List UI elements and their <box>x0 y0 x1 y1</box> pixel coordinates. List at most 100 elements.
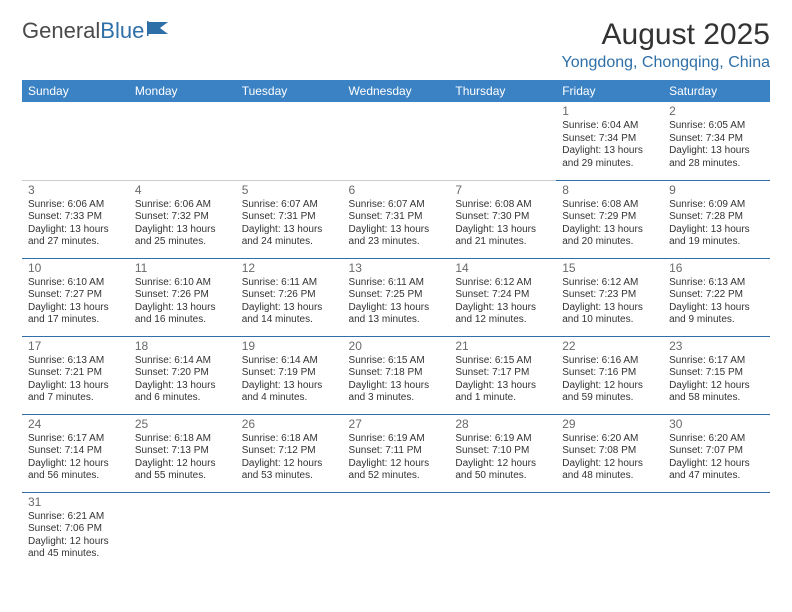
calendar-cell: 3Sunrise: 6:06 AMSunset: 7:33 PMDaylight… <box>22 180 129 258</box>
day-number: 31 <box>28 495 123 510</box>
daylight-text: Daylight: 13 hours and 7 minutes. <box>28 380 123 405</box>
day-number: 13 <box>349 261 444 276</box>
day-info: Sunrise: 6:11 AMSunset: 7:26 PMDaylight:… <box>242 277 337 327</box>
sunset-text: Sunset: 7:22 PM <box>669 289 764 302</box>
daylight-text: Daylight: 13 hours and 21 minutes. <box>455 224 550 249</box>
sunset-text: Sunset: 7:31 PM <box>242 211 337 224</box>
calendar-cell: 28Sunrise: 6:19 AMSunset: 7:10 PMDayligh… <box>449 414 556 492</box>
sunset-text: Sunset: 7:15 PM <box>669 367 764 380</box>
day-number: 24 <box>28 417 123 432</box>
day-number: 25 <box>135 417 230 432</box>
sunrise-text: Sunrise: 6:20 AM <box>562 433 657 446</box>
calendar-cell: 29Sunrise: 6:20 AMSunset: 7:08 PMDayligh… <box>556 414 663 492</box>
day-info: Sunrise: 6:10 AMSunset: 7:26 PMDaylight:… <box>135 277 230 327</box>
day-number: 27 <box>349 417 444 432</box>
calendar-cell: 13Sunrise: 6:11 AMSunset: 7:25 PMDayligh… <box>343 258 450 336</box>
day-number: 1 <box>562 104 657 119</box>
col-monday: Monday <box>129 80 236 102</box>
calendar-cell: 30Sunrise: 6:20 AMSunset: 7:07 PMDayligh… <box>663 414 770 492</box>
daylight-text: Daylight: 13 hours and 29 minutes. <box>562 145 657 170</box>
daylight-text: Daylight: 12 hours and 59 minutes. <box>562 380 657 405</box>
day-info: Sunrise: 6:09 AMSunset: 7:28 PMDaylight:… <box>669 199 764 249</box>
sunset-text: Sunset: 7:20 PM <box>135 367 230 380</box>
sunset-text: Sunset: 7:12 PM <box>242 445 337 458</box>
day-number: 2 <box>669 104 764 119</box>
sunrise-text: Sunrise: 6:18 AM <box>242 433 337 446</box>
col-tuesday: Tuesday <box>236 80 343 102</box>
daylight-text: Daylight: 13 hours and 24 minutes. <box>242 224 337 249</box>
daylight-text: Daylight: 13 hours and 9 minutes. <box>669 302 764 327</box>
logo-text-1: General <box>22 18 100 44</box>
day-info: Sunrise: 6:05 AMSunset: 7:34 PMDaylight:… <box>669 120 764 170</box>
day-info: Sunrise: 6:17 AMSunset: 7:14 PMDaylight:… <box>28 433 123 483</box>
sunset-text: Sunset: 7:24 PM <box>455 289 550 302</box>
calendar-cell: 7Sunrise: 6:08 AMSunset: 7:30 PMDaylight… <box>449 180 556 258</box>
calendar-cell: 20Sunrise: 6:15 AMSunset: 7:18 PMDayligh… <box>343 336 450 414</box>
calendar-cell: 8Sunrise: 6:08 AMSunset: 7:29 PMDaylight… <box>556 180 663 258</box>
calendar-cell: 14Sunrise: 6:12 AMSunset: 7:24 PMDayligh… <box>449 258 556 336</box>
day-info: Sunrise: 6:10 AMSunset: 7:27 PMDaylight:… <box>28 277 123 327</box>
sunset-text: Sunset: 7:26 PM <box>135 289 230 302</box>
day-number: 17 <box>28 339 123 354</box>
calendar-cell <box>343 492 450 570</box>
day-info: Sunrise: 6:19 AMSunset: 7:10 PMDaylight:… <box>455 433 550 483</box>
day-number: 23 <box>669 339 764 354</box>
sunrise-text: Sunrise: 6:06 AM <box>28 199 123 212</box>
sunset-text: Sunset: 7:17 PM <box>455 367 550 380</box>
daylight-text: Daylight: 13 hours and 12 minutes. <box>455 302 550 327</box>
calendar-cell: 9Sunrise: 6:09 AMSunset: 7:28 PMDaylight… <box>663 180 770 258</box>
daylight-text: Daylight: 13 hours and 6 minutes. <box>135 380 230 405</box>
sunset-text: Sunset: 7:14 PM <box>28 445 123 458</box>
day-info: Sunrise: 6:15 AMSunset: 7:17 PMDaylight:… <box>455 355 550 405</box>
day-info: Sunrise: 6:18 AMSunset: 7:13 PMDaylight:… <box>135 433 230 483</box>
sunset-text: Sunset: 7:11 PM <box>349 445 444 458</box>
day-info: Sunrise: 6:12 AMSunset: 7:23 PMDaylight:… <box>562 277 657 327</box>
sunset-text: Sunset: 7:16 PM <box>562 367 657 380</box>
calendar-cell <box>22 102 129 180</box>
sunrise-text: Sunrise: 6:10 AM <box>28 277 123 290</box>
sunset-text: Sunset: 7:32 PM <box>135 211 230 224</box>
sunset-text: Sunset: 7:26 PM <box>242 289 337 302</box>
col-sunday: Sunday <box>22 80 129 102</box>
calendar-row: 17Sunrise: 6:13 AMSunset: 7:21 PMDayligh… <box>22 336 770 414</box>
day-number: 3 <box>28 183 123 198</box>
sunrise-text: Sunrise: 6:15 AM <box>349 355 444 368</box>
sunrise-text: Sunrise: 6:07 AM <box>242 199 337 212</box>
sunrise-text: Sunrise: 6:13 AM <box>28 355 123 368</box>
day-number: 19 <box>242 339 337 354</box>
day-info: Sunrise: 6:11 AMSunset: 7:25 PMDaylight:… <box>349 277 444 327</box>
sunrise-text: Sunrise: 6:09 AM <box>669 199 764 212</box>
calendar-cell <box>129 492 236 570</box>
daylight-text: Daylight: 13 hours and 16 minutes. <box>135 302 230 327</box>
calendar-cell <box>449 102 556 180</box>
sunset-text: Sunset: 7:34 PM <box>669 133 764 146</box>
calendar-row: 10Sunrise: 6:10 AMSunset: 7:27 PMDayligh… <box>22 258 770 336</box>
logo-flag-icon <box>144 18 172 44</box>
page: GeneralBlue August 2025 Yongdong, Chongq… <box>0 0 792 612</box>
daylight-text: Daylight: 13 hours and 4 minutes. <box>242 380 337 405</box>
col-friday: Friday <box>556 80 663 102</box>
day-number: 20 <box>349 339 444 354</box>
day-info: Sunrise: 6:14 AMSunset: 7:19 PMDaylight:… <box>242 355 337 405</box>
day-number: 7 <box>455 183 550 198</box>
sunrise-text: Sunrise: 6:16 AM <box>562 355 657 368</box>
daylight-text: Daylight: 13 hours and 20 minutes. <box>562 224 657 249</box>
calendar-cell: 23Sunrise: 6:17 AMSunset: 7:15 PMDayligh… <box>663 336 770 414</box>
sunrise-text: Sunrise: 6:07 AM <box>349 199 444 212</box>
sunrise-text: Sunrise: 6:19 AM <box>455 433 550 446</box>
sunrise-text: Sunrise: 6:21 AM <box>28 511 123 524</box>
day-number: 10 <box>28 261 123 276</box>
sunrise-text: Sunrise: 6:10 AM <box>135 277 230 290</box>
sunset-text: Sunset: 7:28 PM <box>669 211 764 224</box>
sunset-text: Sunset: 7:18 PM <box>349 367 444 380</box>
page-subtitle: Yongdong, Chongqing, China <box>562 54 770 72</box>
calendar-row: 3Sunrise: 6:06 AMSunset: 7:33 PMDaylight… <box>22 180 770 258</box>
calendar-table: Sunday Monday Tuesday Wednesday Thursday… <box>22 80 770 570</box>
daylight-text: Daylight: 13 hours and 1 minute. <box>455 380 550 405</box>
day-number: 29 <box>562 417 657 432</box>
calendar-cell: 24Sunrise: 6:17 AMSunset: 7:14 PMDayligh… <box>22 414 129 492</box>
sunset-text: Sunset: 7:29 PM <box>562 211 657 224</box>
sunset-text: Sunset: 7:23 PM <box>562 289 657 302</box>
daylight-text: Daylight: 13 hours and 17 minutes. <box>28 302 123 327</box>
calendar-cell <box>663 492 770 570</box>
